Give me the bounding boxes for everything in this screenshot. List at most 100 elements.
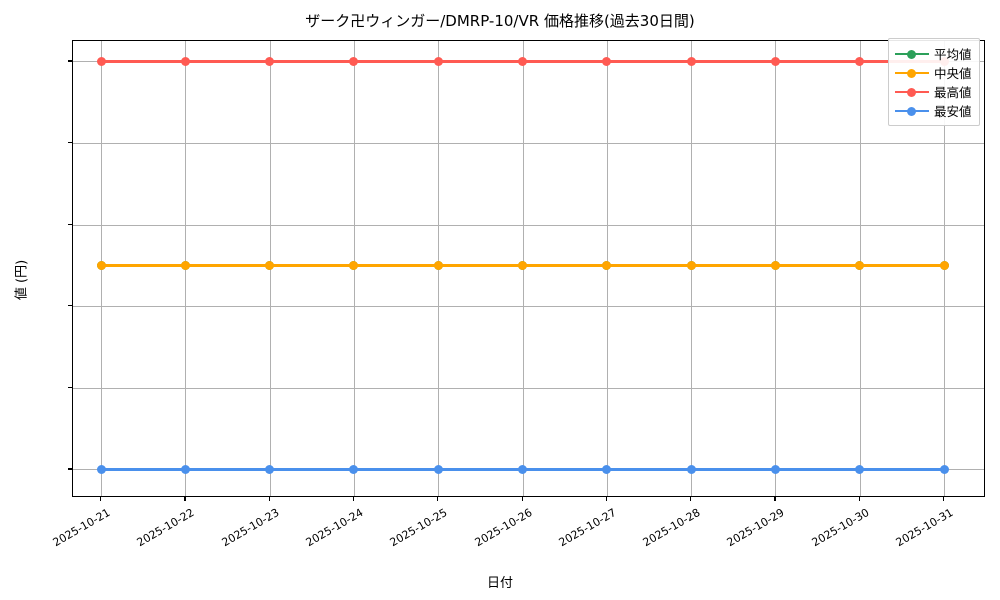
legend-item-最高値[interactable]: 最高値 [895,82,972,101]
data-point-marker [518,56,527,66]
y-axis-label: 値 (円) [8,260,32,300]
x-tick-mark [774,497,776,501]
legend-label: 平均値 [934,47,972,62]
legend-label: 最安値 [934,104,972,119]
legend-item-最安値[interactable]: 最安値 [895,101,972,120]
legend-item-中央値[interactable]: 中央値 [895,63,972,82]
x-tick-label: 2025-10-29 [725,506,787,550]
series-line-segment [691,59,776,63]
legend-label: 中央値 [934,66,972,81]
data-point-marker [855,56,865,66]
y-tick-mark [68,305,72,307]
data-point-marker [770,260,780,270]
x-tick-label: 2025-10-30 [809,506,872,550]
x-tick-mark [690,497,692,501]
data-point-marker [602,260,612,270]
legend-swatch-icon [895,48,929,60]
x-tick-mark [268,497,270,501]
x-tick-label: 2025-10-22 [134,506,197,550]
data-point-marker [349,56,359,66]
data-point-marker [686,464,696,474]
x-tick-mark [521,497,523,501]
legend-swatch-icon [895,86,929,98]
series-line-segment [691,263,776,267]
data-point-marker [96,464,106,474]
series-line-segment [353,467,439,471]
x-tick-mark [943,497,945,501]
data-point-marker [433,56,443,66]
series-line-segment [269,467,354,471]
series-line-segment [522,59,607,63]
x-tick-mark [100,497,102,501]
data-point-marker [855,464,865,474]
series-line-segment [859,467,944,471]
series-line-segment [185,59,270,63]
data-point-marker [96,56,106,66]
data-point-marker [96,260,106,270]
data-point-marker [433,260,443,270]
data-point-marker [180,260,190,270]
data-point-marker [349,260,359,270]
series-line-segment [438,59,523,63]
chart-legend[interactable]: 平均値中央値最高値最安値 [888,38,980,126]
legend-label: 最高値 [934,85,972,100]
plot-area [72,40,985,497]
x-tick-mark [352,497,355,501]
data-point-marker [433,464,443,474]
y-tick-mark [68,60,72,62]
plot-inner [73,41,984,496]
x-tick-label: 2025-10-28 [640,506,703,550]
data-point-marker [770,56,780,66]
x-tick-mark [437,497,439,501]
x-tick-label: 2025-10-27 [556,506,619,550]
series-line-segment [101,59,186,63]
data-point-marker [180,464,190,474]
gridline-horizontal [73,306,984,308]
x-tick-label: 2025-10-26 [472,506,534,550]
data-point-marker [686,260,696,270]
data-point-marker [265,56,275,66]
series-line-segment [353,263,439,267]
data-point-marker [265,260,275,270]
x-tick-label: 2025-10-31 [893,506,956,550]
x-tick-label: 2025-10-25 [387,506,450,550]
y-tick-mark [68,468,72,470]
series-line-segment [101,263,186,267]
legend-swatch-icon [895,105,929,117]
data-point-marker [686,56,696,66]
gridline-horizontal [73,143,984,144]
y-axis-label-text: 値 (円) [14,259,30,301]
series-line-segment [606,263,692,267]
data-point-marker [602,464,612,474]
y-tick-mark [68,142,72,144]
data-point-marker [180,56,190,66]
data-point-marker [939,260,949,270]
data-point-marker [349,464,359,474]
series-line-segment [859,263,944,267]
series-line-segment [269,59,354,63]
series-中央値 [73,41,984,496]
series-line-segment [691,467,776,471]
series-line-segment [438,263,523,267]
series-line-segment [101,467,186,471]
x-tick-mark [858,497,860,501]
gridline-horizontal [73,387,984,389]
series-line-segment [606,59,692,63]
series-line-segment [438,467,523,471]
data-point-marker [518,260,527,270]
legend-item-平均値[interactable]: 平均値 [895,44,972,63]
gridline-horizontal [73,224,984,226]
x-tick-label: 2025-10-24 [303,506,366,550]
data-point-marker [939,464,949,474]
chart-title: ザーク卍ウィンガー/DMRP-10/VR 価格推移(過去30日間) [305,12,695,30]
series-line-segment [522,467,607,471]
series-line-segment [353,59,439,63]
data-point-marker [518,464,527,474]
series-line-segment [185,467,270,471]
series-line-segment [522,263,607,267]
x-tick-mark [605,497,608,501]
data-point-marker [265,464,275,474]
x-tick-mark [184,497,186,501]
series-line-segment [185,263,270,267]
